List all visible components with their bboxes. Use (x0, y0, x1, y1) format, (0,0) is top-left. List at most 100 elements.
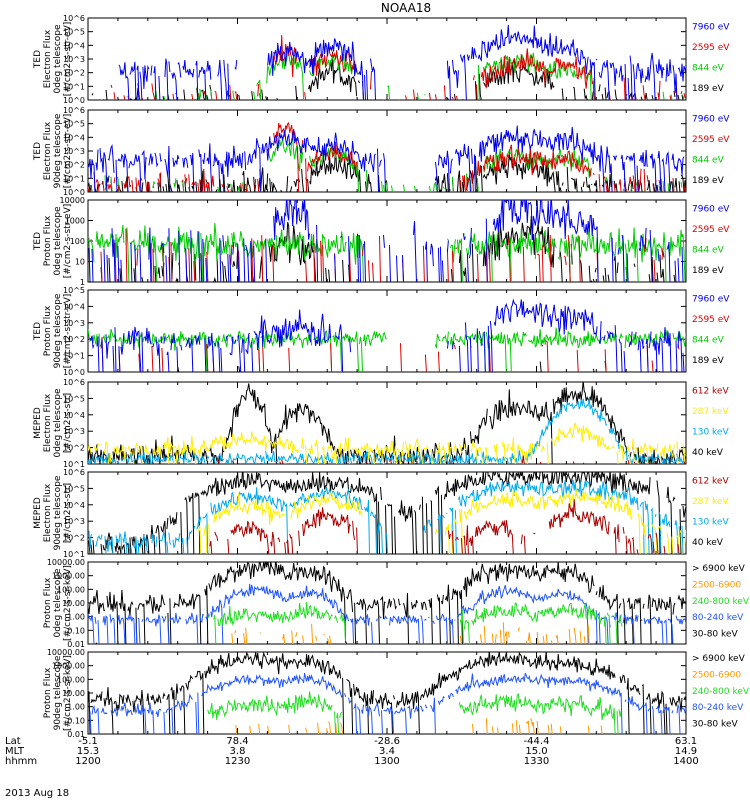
y-tick-label: 10000 (60, 196, 85, 205)
y-axis-label-line: TED (33, 232, 43, 251)
x-tick-mlt: 14.9 (675, 746, 697, 757)
y-tick-label: 1.00 (67, 703, 85, 712)
y-axis-label: TEDElectron Flux0deg telescope[#/cm2-s-s… (33, 22, 73, 97)
legend-entry: > 6900 keV (692, 564, 746, 574)
series-line (90, 136, 683, 192)
series-line (88, 562, 686, 644)
y-axis-label-line: [#/cm2-s-str-eV] (63, 294, 73, 369)
y-tick-label: 10^2 (63, 69, 85, 78)
legend-entry: 844 eV (692, 335, 725, 345)
series-line (88, 583, 686, 644)
panel-2: 10^010^110^210^310^410^510^6TEDElectron … (33, 106, 730, 197)
y-axis-label-line: 0deg telescope (53, 388, 63, 458)
legend-entry: > 6900 keV (692, 654, 746, 664)
y-axis-label-line: 0deg telescope (53, 206, 63, 276)
panel-7: 0.010.101.0010.00100.001000.0010000.00Pr… (43, 558, 750, 649)
y-axis-label-line: Electron Flux (43, 29, 53, 88)
y-axis-label-line: TED (33, 50, 43, 69)
y-tick-label: 1 (80, 278, 85, 287)
series-line (89, 298, 685, 372)
y-tick-label: 0.10 (67, 716, 85, 725)
series-line (197, 489, 686, 554)
y-tick-label: 10^0 (63, 188, 85, 197)
legend-entry: 287 keV (692, 407, 729, 417)
legend-entry: 612 keV (692, 476, 729, 486)
legend-entry: 2500-6900 (692, 670, 741, 680)
y-tick-label: 10^2 (63, 161, 85, 170)
legend-entry: 2595 eV (692, 225, 730, 235)
series-line (231, 622, 607, 644)
y-tick-label: 10^0 (63, 96, 85, 105)
y-axis-label-line: 90deg telescope (53, 113, 63, 188)
y-axis-label-line: [#/cm2-s-str-eV] (63, 114, 73, 189)
legend-entry: 189 eV (692, 266, 725, 276)
x-row-label: Lat (5, 736, 21, 747)
y-tick-label: 10^6 (63, 468, 85, 477)
y-axis-label-line: TED (33, 142, 43, 161)
y-axis-label-line: MEPED (33, 407, 43, 439)
y-tick-label: 100.00 (57, 585, 85, 594)
y-axis-label: TEDProton Flux0deg telescope[#/cm2-s-str… (33, 204, 73, 279)
y-tick-label: 10^5 (63, 484, 85, 493)
series-line (88, 422, 686, 464)
y-tick-label: 1000.00 (52, 662, 85, 671)
y-tick-label: 10000.00 (47, 558, 85, 567)
y-axis-label: TEDProton Flux90deg telescope[#/cm2-s-st… (33, 293, 73, 368)
y-tick-label: 10^2 (63, 444, 85, 453)
x-tick-lat: 63.1 (675, 736, 697, 747)
y-tick-label: 10^3 (63, 147, 85, 156)
x-tick-lat: 78.4 (226, 736, 248, 747)
series-line (88, 652, 686, 734)
y-axis-label-line: [#/cm2-s-str] (63, 393, 73, 453)
y-tick-label: 10.00 (62, 599, 85, 608)
legend-entry: 80-240 keV (692, 613, 744, 623)
x-row-label: hhmm (5, 756, 37, 767)
x-tick-mlt: 3.4 (379, 746, 395, 757)
y-tick-label: 10^5 (63, 28, 85, 37)
legend-entry: 844 eV (692, 63, 725, 73)
y-axis-label: Proton Flux90deg telescope[#/cm2-s-sr-ke… (43, 655, 73, 731)
y-tick-label: 1000.00 (52, 572, 85, 581)
y-axis-label-line: Proton Flux (43, 667, 53, 718)
y-axis-label-line: 0deg telescope (53, 24, 63, 94)
x-tick-hhmm: 1400 (673, 756, 698, 767)
y-tick-label: 0.10 (67, 626, 85, 635)
date-label: 2013 Aug 18 (5, 788, 69, 799)
y-tick-label: 0.01 (67, 730, 85, 739)
y-axis-label: TEDElectron Flux90deg telescope[#/cm2-s-… (33, 113, 73, 188)
y-axis-label: Proton Flux0deg telescope[#/cm2-s-sr-keV… (43, 565, 73, 641)
y-tick-label: 10 (75, 258, 85, 267)
y-axis-label-line: [#/cm2-s-sr-keV] (63, 655, 73, 731)
series-line (88, 222, 686, 282)
legend-entry: 30-80 keV (692, 630, 738, 640)
y-axis-label-line: 90deg telescope (53, 293, 63, 368)
legend-entry: 2595 eV (692, 43, 730, 53)
y-axis-label-line: 0deg telescope (53, 568, 63, 638)
legend-entry: 189 eV (692, 84, 725, 94)
x-tick-hhmm: 1230 (225, 756, 250, 767)
series-line (89, 672, 686, 734)
legend-entry: 40 keV (692, 448, 724, 458)
y-axis-label-line: 90deg telescope (53, 475, 63, 550)
y-axis-label: MEPEDElectron Flux0deg telescope[#/cm2-s… (33, 388, 73, 458)
y-tick-label: 10^5 (63, 394, 85, 403)
y-tick-label: 10^3 (63, 319, 85, 328)
series-line (118, 24, 686, 100)
y-tick-label: 100 (70, 237, 85, 246)
y-tick-label: 10^1 (63, 82, 85, 91)
y-axis-label-line: [#/cm2-s-str] (63, 483, 73, 543)
x-tick-mlt: 15.0 (525, 746, 547, 757)
y-tick-label: 10^1 (63, 550, 85, 559)
y-tick-label: 10^4 (63, 411, 85, 420)
y-axis-label-line: [#/cm2-s-str-eV] (63, 22, 73, 97)
panel-8: 0.010.101.0010.00100.001000.0010000.00Pr… (43, 648, 750, 739)
legend-entry: 2500-6900 (692, 580, 741, 590)
series-line (88, 200, 684, 282)
legend-entry: 7960 eV (692, 204, 730, 214)
legend-entry: 130 keV (692, 517, 729, 527)
x-tick-lat: -44.4 (524, 736, 550, 747)
